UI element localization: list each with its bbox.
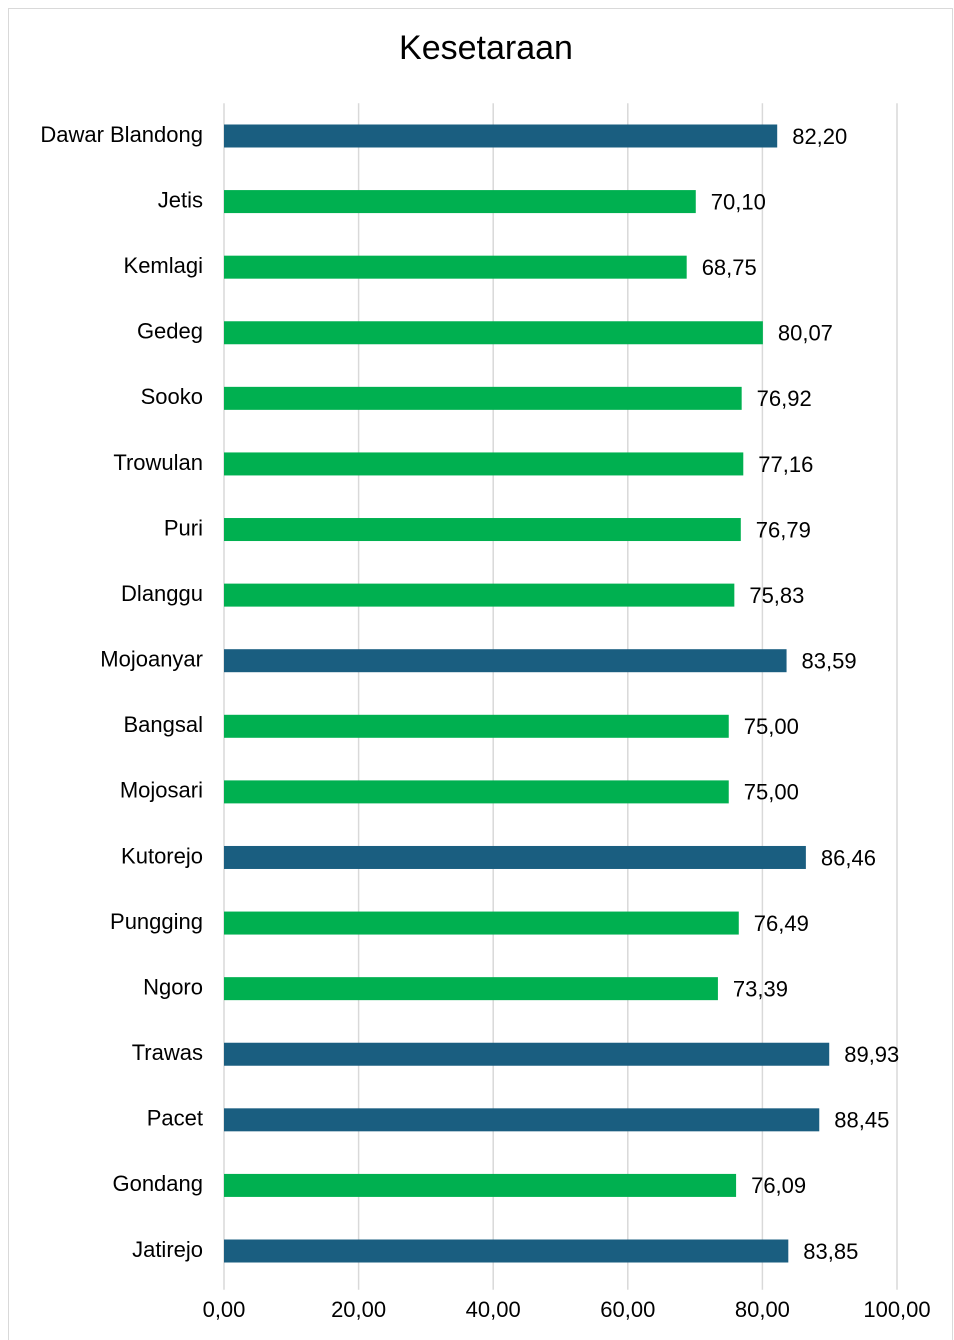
data-label: 70,10: [711, 189, 766, 214]
y-tick-label: Jatirejo: [132, 1237, 203, 1262]
y-tick-label: Dlanggu: [121, 581, 203, 606]
x-tick-label: 20,00: [331, 1297, 386, 1322]
data-label: 82,20: [792, 124, 847, 149]
data-label: 77,16: [758, 452, 813, 477]
data-label: 83,59: [802, 649, 857, 674]
y-tick-label: Trawas: [132, 1040, 203, 1065]
chart-border: [8, 8, 953, 1340]
data-label: 68,75: [702, 255, 757, 280]
bar: [224, 649, 787, 673]
bar: [224, 780, 729, 804]
bar: [224, 1108, 820, 1132]
y-tick-label: Kutorejo: [121, 843, 203, 868]
bar: [224, 386, 742, 410]
x-tick-label: 40,00: [466, 1297, 521, 1322]
bar: [224, 321, 763, 345]
bar: [224, 1239, 789, 1263]
data-label: 76,09: [751, 1173, 806, 1198]
data-label: 88,45: [834, 1108, 889, 1133]
data-label: 76,79: [756, 517, 811, 542]
y-tick-label: Pacet: [147, 1106, 203, 1131]
y-tick-label: Puri: [164, 515, 203, 540]
bar: [224, 452, 744, 476]
x-tick-label: 60,00: [600, 1297, 655, 1322]
bar: [224, 124, 778, 148]
data-label: 76,49: [754, 911, 809, 936]
bar: [224, 518, 741, 542]
data-label: 75,00: [744, 714, 799, 739]
data-label: 80,07: [778, 321, 833, 346]
bar: [224, 911, 739, 935]
bar: [224, 714, 729, 738]
data-label: 73,39: [733, 976, 788, 1001]
y-tick-label: Pungging: [110, 909, 203, 934]
y-tick-label: Jetis: [158, 187, 203, 212]
y-tick-label: Ngoro: [143, 974, 203, 999]
x-tick-label: 80,00: [735, 1297, 790, 1322]
y-tick-label: Kemlagi: [124, 253, 203, 278]
x-tick-label: 0,00: [203, 1297, 246, 1322]
y-tick-label: Gondang: [112, 1171, 203, 1196]
y-tick-label: Dawar Blandong: [40, 122, 203, 147]
y-tick-label: Gedeg: [137, 319, 203, 344]
bar: [224, 190, 696, 214]
data-label: 76,92: [757, 386, 812, 411]
chart-title: Kesetaraan: [399, 29, 573, 67]
bar: [224, 1042, 830, 1066]
bar: [224, 583, 735, 607]
data-label: 75,00: [744, 780, 799, 805]
bar: [224, 845, 806, 869]
data-label: 83,85: [803, 1239, 858, 1264]
data-label: 89,93: [844, 1042, 899, 1067]
y-tick-label: Mojosari: [120, 778, 203, 803]
bar: [224, 1173, 737, 1197]
x-tick-label: 100,00: [863, 1297, 930, 1322]
bar: [224, 977, 718, 1001]
y-tick-label: Trowulan: [113, 450, 203, 475]
data-label: 75,83: [749, 583, 804, 608]
bar: [224, 255, 687, 279]
y-tick-label: Sooko: [141, 384, 203, 409]
data-label: 86,46: [821, 845, 876, 870]
y-tick-label: Bangsal: [123, 712, 203, 737]
y-tick-label: Mojoanyar: [100, 647, 203, 672]
